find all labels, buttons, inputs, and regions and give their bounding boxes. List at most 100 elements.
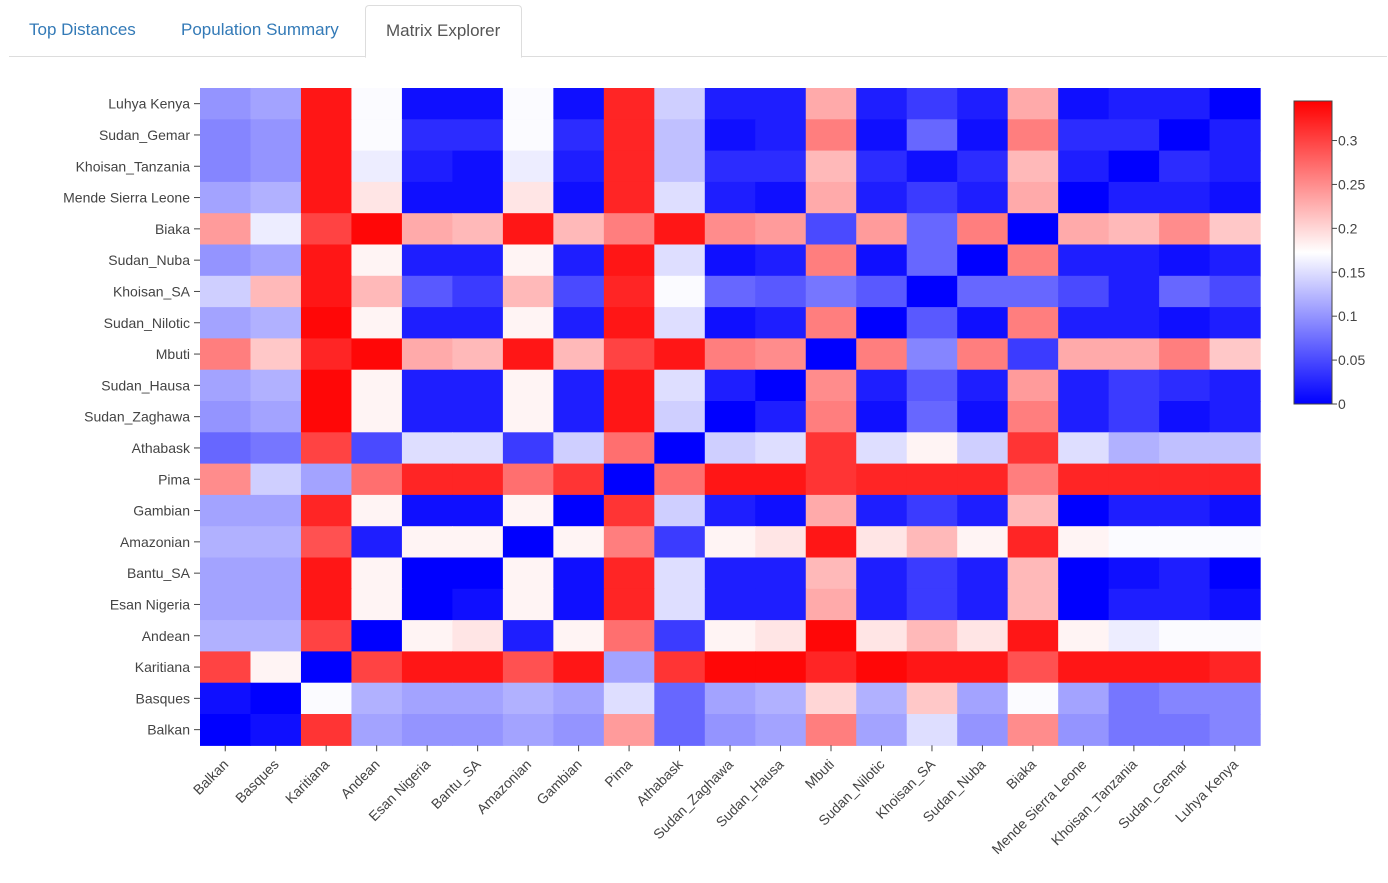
- heatmap-cell[interactable]: [1108, 150, 1160, 183]
- heatmap-cell[interactable]: [1209, 338, 1261, 371]
- heatmap-cell[interactable]: [1209, 213, 1261, 246]
- heatmap-cell[interactable]: [654, 714, 706, 746]
- heatmap-cell[interactable]: [300, 150, 353, 183]
- heatmap-cell[interactable]: [351, 338, 403, 371]
- heatmap-cell[interactable]: [401, 557, 453, 590]
- heatmap-cell[interactable]: [654, 181, 706, 214]
- heatmap-cell[interactable]: [856, 401, 908, 433]
- heatmap-cell[interactable]: [906, 588, 958, 621]
- heatmap-cell[interactable]: [1209, 682, 1261, 715]
- heatmap-cell[interactable]: [300, 369, 353, 402]
- heatmap-cell[interactable]: [1007, 463, 1059, 496]
- heatmap-cell[interactable]: [502, 401, 554, 433]
- heatmap-cell[interactable]: [704, 432, 756, 465]
- heatmap-cell[interactable]: [957, 244, 1009, 277]
- heatmap-cell[interactable]: [957, 651, 1009, 684]
- heatmap-cell[interactable]: [250, 526, 302, 559]
- heatmap-cell[interactable]: [805, 651, 857, 684]
- heatmap-cell[interactable]: [351, 588, 403, 621]
- heatmap-cell[interactable]: [1159, 150, 1211, 183]
- heatmap-cell[interactable]: [654, 682, 706, 715]
- heatmap-cell[interactable]: [805, 244, 857, 277]
- heatmap-cell[interactable]: [654, 557, 706, 590]
- heatmap-cell[interactable]: [250, 213, 302, 246]
- heatmap-cell[interactable]: [755, 150, 807, 183]
- heatmap-cell[interactable]: [805, 557, 857, 590]
- heatmap-cell[interactable]: [1058, 181, 1110, 214]
- heatmap-cell[interactable]: [603, 150, 655, 183]
- heatmap-cell[interactable]: [1058, 463, 1110, 496]
- heatmap-cell[interactable]: [351, 463, 403, 496]
- heatmap-cell[interactable]: [300, 494, 353, 527]
- heatmap-cell[interactable]: [351, 620, 403, 652]
- heatmap-cell[interactable]: [200, 150, 252, 183]
- heatmap-cell[interactable]: [250, 338, 302, 371]
- heatmap-cell[interactable]: [502, 432, 554, 465]
- heatmap-cell[interactable]: [1007, 620, 1059, 652]
- heatmap-cell[interactable]: [1209, 588, 1261, 621]
- heatmap-cell[interactable]: [805, 369, 857, 402]
- heatmap-cell[interactable]: [603, 620, 655, 652]
- heatmap-cell[interactable]: [1108, 494, 1160, 527]
- heatmap-cell[interactable]: [502, 620, 554, 652]
- heatmap-cell[interactable]: [755, 620, 807, 652]
- heatmap-cell[interactable]: [351, 307, 403, 339]
- heatmap-cell[interactable]: [704, 307, 756, 339]
- heatmap-cell[interactable]: [1007, 88, 1059, 120]
- heatmap-cell[interactable]: [401, 526, 453, 559]
- heatmap-cell[interactable]: [1058, 714, 1110, 746]
- heatmap-cell[interactable]: [1159, 275, 1211, 308]
- heatmap-cell[interactable]: [250, 557, 302, 590]
- heatmap-cell[interactable]: [351, 275, 403, 308]
- heatmap-cell[interactable]: [1058, 557, 1110, 590]
- heatmap-cell[interactable]: [502, 244, 554, 277]
- heatmap-cell[interactable]: [957, 307, 1009, 339]
- heatmap-cell[interactable]: [300, 526, 353, 559]
- heatmap-cell[interactable]: [300, 88, 353, 120]
- heatmap-cell[interactable]: [603, 275, 655, 308]
- heatmap-cell[interactable]: [603, 401, 655, 433]
- heatmap-cell[interactable]: [553, 338, 605, 371]
- heatmap-cell[interactable]: [1159, 494, 1211, 527]
- heatmap-cell[interactable]: [401, 338, 453, 371]
- heatmap-cell[interactable]: [856, 682, 908, 715]
- heatmap-cell[interactable]: [452, 620, 504, 652]
- heatmap-cell[interactable]: [452, 714, 504, 746]
- heatmap-cell[interactable]: [755, 526, 807, 559]
- heatmap-cell[interactable]: [553, 651, 605, 684]
- heatmap-cell[interactable]: [957, 557, 1009, 590]
- heatmap-cell[interactable]: [906, 181, 958, 214]
- heatmap-cell[interactable]: [1159, 401, 1211, 433]
- heatmap-cell[interactable]: [200, 432, 252, 465]
- heatmap-cell[interactable]: [755, 714, 807, 746]
- heatmap-cell[interactable]: [856, 244, 908, 277]
- heatmap-cell[interactable]: [502, 369, 554, 402]
- heatmap-cell[interactable]: [200, 244, 252, 277]
- heatmap-cell[interactable]: [957, 338, 1009, 371]
- heatmap-cell[interactable]: [502, 119, 554, 152]
- heatmap-cell[interactable]: [502, 338, 554, 371]
- heatmap-cell[interactable]: [401, 463, 453, 496]
- heatmap-cell[interactable]: [300, 682, 353, 715]
- heatmap-cell[interactable]: [401, 369, 453, 402]
- heatmap-cell[interactable]: [1209, 557, 1261, 590]
- heatmap-cell[interactable]: [452, 244, 504, 277]
- heatmap-cell[interactable]: [200, 338, 252, 371]
- heatmap-cell[interactable]: [401, 307, 453, 339]
- heatmap-cell[interactable]: [1058, 432, 1110, 465]
- heatmap-cell[interactable]: [1058, 369, 1110, 402]
- heatmap-cell[interactable]: [755, 119, 807, 152]
- heatmap-cell[interactable]: [1007, 557, 1059, 590]
- heatmap-cell[interactable]: [704, 526, 756, 559]
- heatmap-cell[interactable]: [300, 588, 353, 621]
- heatmap-cell[interactable]: [856, 494, 908, 527]
- heatmap-cell[interactable]: [250, 494, 302, 527]
- heatmap-cell[interactable]: [300, 432, 353, 465]
- heatmap-cell[interactable]: [502, 588, 554, 621]
- heatmap-cell[interactable]: [1058, 651, 1110, 684]
- heatmap-cell[interactable]: [906, 714, 958, 746]
- heatmap-cell[interactable]: [300, 213, 353, 246]
- heatmap-cell[interactable]: [250, 682, 302, 715]
- heatmap-cell[interactable]: [755, 682, 807, 715]
- heatmap-cell[interactable]: [1108, 620, 1160, 652]
